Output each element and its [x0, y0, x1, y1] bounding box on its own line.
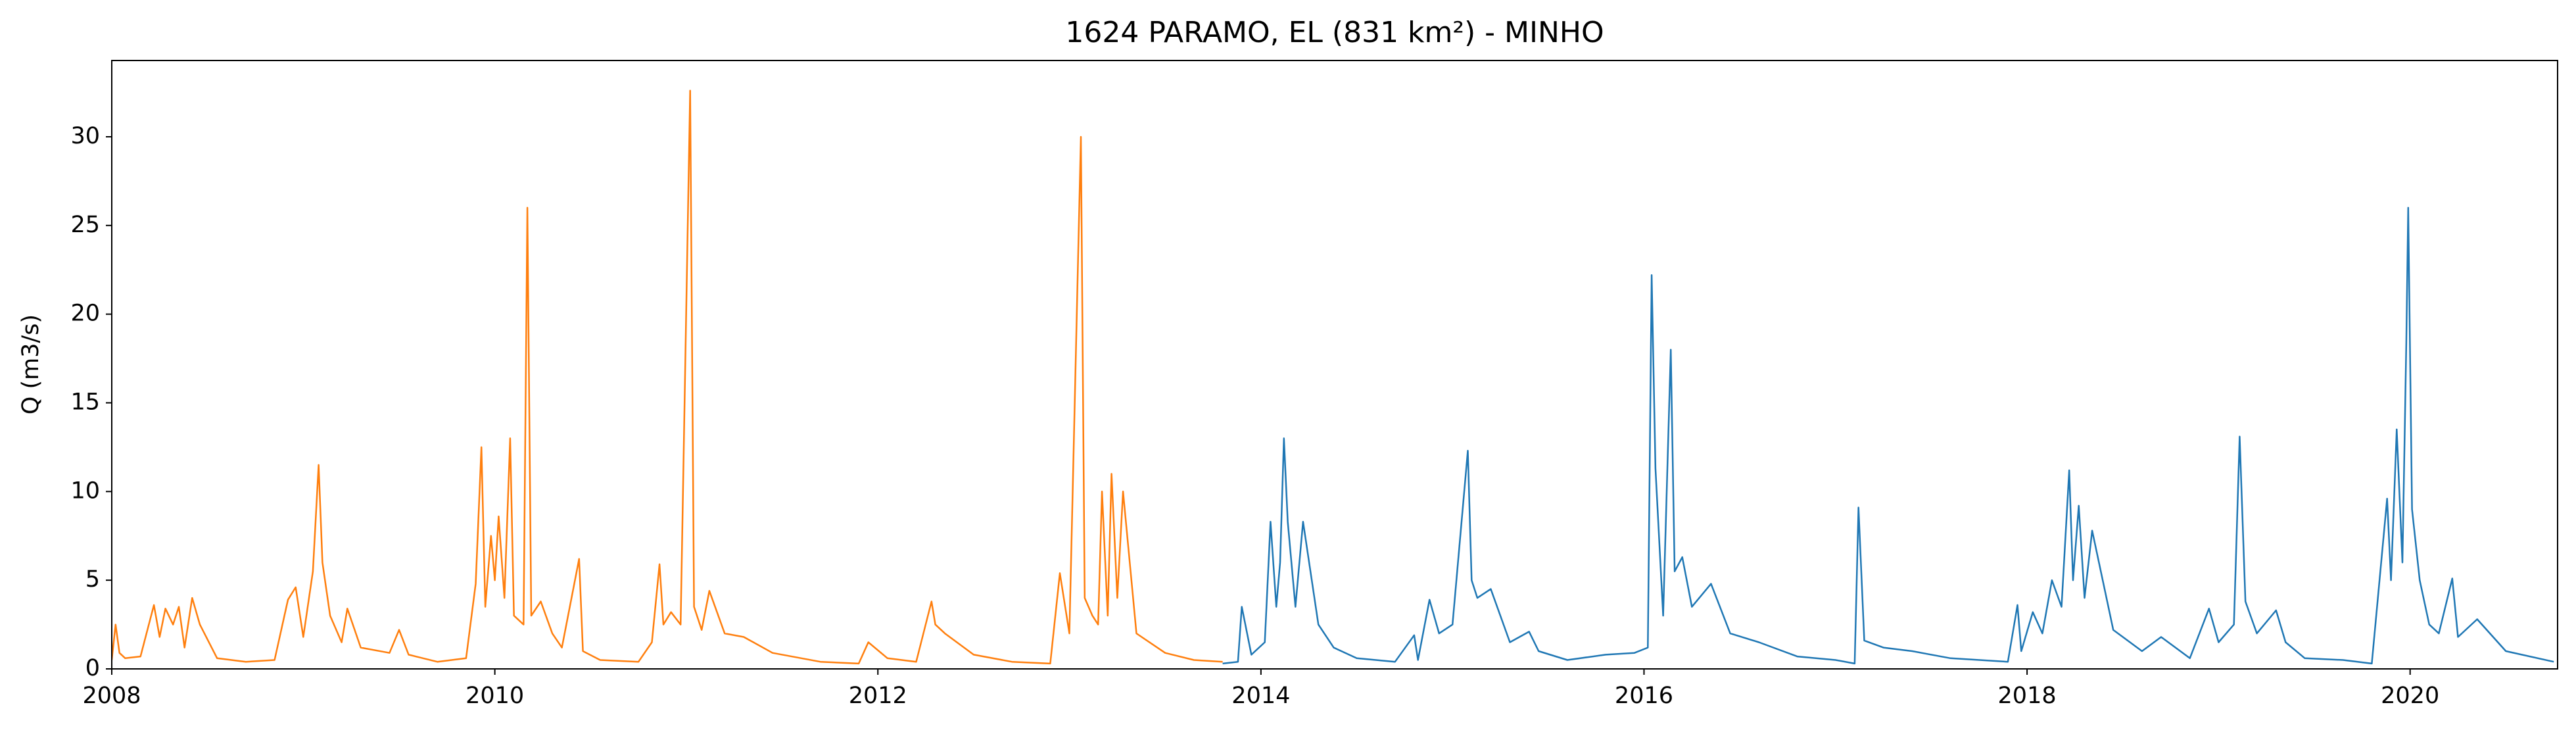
plot-frame [111, 60, 2558, 670]
y-tick-label: 15 [70, 389, 100, 415]
x-tick-label: 2010 [465, 683, 524, 709]
x-tick-label: 2018 [1998, 683, 2057, 709]
x-tick-label: 2008 [82, 683, 141, 709]
y-tick-label: 25 [70, 212, 100, 238]
y-tick-label: 20 [70, 301, 100, 327]
x-tick-label: 2020 [2381, 683, 2439, 709]
y-tick-label: 30 [70, 123, 100, 149]
line-series [112, 89, 1223, 665]
y-tick-label: 10 [70, 477, 100, 504]
y-tick-label: 0 [85, 655, 100, 681]
x-tick-label: 2012 [849, 683, 907, 709]
y-axis-label: Q (m3/s) [18, 314, 44, 414]
x-tick-label: 2016 [1615, 683, 1673, 709]
y-tick-label: 5 [85, 566, 100, 593]
chart-title: 1624 PARAMO, EL (831 km²) - MINHO [1065, 16, 1604, 49]
x-tick-label: 2014 [1231, 683, 1290, 709]
line-series [1222, 207, 2554, 665]
